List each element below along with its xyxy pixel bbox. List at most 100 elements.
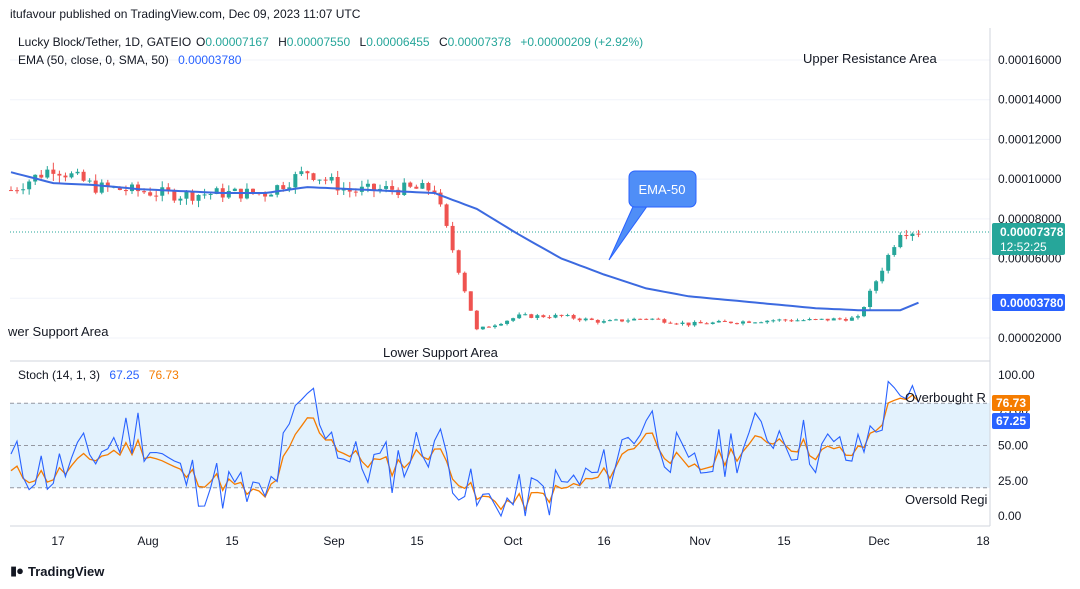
candle-body <box>317 179 322 181</box>
candle-body <box>214 188 219 195</box>
candle-body <box>813 318 818 320</box>
candle-body <box>759 322 764 324</box>
candle-body <box>789 320 794 322</box>
candle-body <box>93 180 98 193</box>
stoch-k-line <box>10 380 920 518</box>
price-tick-label: 0.00012000 <box>998 132 1062 146</box>
candle-body <box>704 323 709 325</box>
time-tick-label: Sep <box>323 534 345 548</box>
candle-body <box>9 190 13 192</box>
candle-body <box>771 320 776 322</box>
footer-brand-text: TradingView <box>28 563 105 579</box>
footer-brand[interactable]: ▮● TradingView <box>10 563 104 579</box>
ema-callout-box <box>628 170 697 208</box>
candle-body <box>541 315 546 318</box>
candle-body <box>517 314 522 319</box>
candle-body <box>232 188 237 191</box>
candle-body <box>184 191 189 199</box>
candle-body <box>626 320 631 322</box>
candle-body <box>480 326 485 330</box>
candle-body <box>450 225 455 251</box>
price-tick-label: 0.00002000 <box>998 331 1062 345</box>
candle-body <box>99 182 104 193</box>
stoch-k-badge: 67.25 <box>992 413 1030 429</box>
candle-body <box>226 190 231 198</box>
candle-body <box>898 234 903 248</box>
price-tick-label: 0.00008000 <box>998 212 1062 226</box>
candle-body <box>849 317 854 321</box>
tradingview-logo-icon: ▮● <box>10 563 24 578</box>
symbol-title: Lucky Block/Tether, 1D, GATEIO <box>18 35 191 49</box>
candle-body <box>904 234 909 237</box>
candlestick-series <box>9 162 921 331</box>
candle-body <box>69 173 74 178</box>
candle-body <box>329 176 334 181</box>
stoch-tick-label: 0.00 <box>998 509 1022 523</box>
candle-body <box>305 171 310 174</box>
ema-callout: EMA-50 <box>608 170 697 261</box>
candle-body <box>753 322 758 324</box>
stoch-d-line <box>10 394 919 512</box>
candle-body <box>565 315 570 317</box>
candle-body <box>650 318 655 320</box>
candle-body <box>335 176 340 191</box>
candle-body <box>444 204 449 226</box>
stoch-lines <box>10 380 920 518</box>
candle-body <box>553 314 558 318</box>
candle-body <box>710 322 715 324</box>
candle-body <box>620 319 625 322</box>
candle-body <box>547 317 552 319</box>
time-tick-label: 17 <box>51 534 65 548</box>
candle-body <box>57 173 62 176</box>
candle-body <box>868 290 873 308</box>
candle-body <box>880 270 885 282</box>
candle-body <box>75 171 80 174</box>
candle-body <box>595 319 600 323</box>
candle-body <box>154 195 159 197</box>
candle-body <box>734 323 739 325</box>
ema-callout-text: EMA-50 <box>639 182 686 197</box>
stoch-d-badge: 76.73 <box>992 395 1030 411</box>
price-tick-label: 0.00014000 <box>998 93 1062 107</box>
candle-body <box>148 192 153 196</box>
time-tick-label: 18 <box>976 534 990 548</box>
candle-body <box>795 320 800 322</box>
candle-body <box>910 233 915 237</box>
candle-body <box>136 184 141 192</box>
candle-body <box>825 318 830 321</box>
candle-body <box>15 190 20 192</box>
candle-body <box>202 194 207 196</box>
upper-resistance-label: Upper Resistance Area <box>803 51 937 66</box>
candle-body <box>172 190 177 201</box>
candle-body <box>384 186 389 189</box>
candle-body <box>529 314 534 318</box>
candle-body <box>281 185 286 189</box>
time-tick-label: Oct <box>504 534 523 548</box>
time-tick-label: Dec <box>868 534 889 548</box>
lower-support-label: Lower Support Area <box>383 345 499 360</box>
candle-body <box>269 194 274 197</box>
candle-body <box>607 320 612 322</box>
ohlc-readout: O0.00007167 H0.00007550 L0.00006455 C0.0… <box>196 35 643 49</box>
last-price-badge: 0.00007378 12:52:25 <box>992 223 1065 255</box>
candle-body <box>831 318 836 321</box>
candle-body <box>777 319 782 321</box>
stoch-tick-label: 100.00 <box>998 368 1035 382</box>
overbought-label: Overbought R <box>905 390 986 405</box>
candle-body <box>365 183 370 187</box>
candle-body <box>474 310 479 330</box>
price-tick-label: 0.00006000 <box>998 252 1062 266</box>
candle-body <box>837 318 842 320</box>
candle-body <box>783 319 788 321</box>
candle-body <box>263 193 268 197</box>
candle-body <box>371 183 376 191</box>
candle-body <box>63 175 68 178</box>
candle-body <box>801 320 806 322</box>
candle-body <box>160 187 165 196</box>
candle-body <box>166 187 171 191</box>
last-price-value: 0.00007378 <box>1000 225 1064 239</box>
candle-body <box>722 320 727 322</box>
stoch-legend: Stoch (14, 1, 3) 67.25 76.73 <box>18 368 179 382</box>
candle-body <box>414 186 419 189</box>
